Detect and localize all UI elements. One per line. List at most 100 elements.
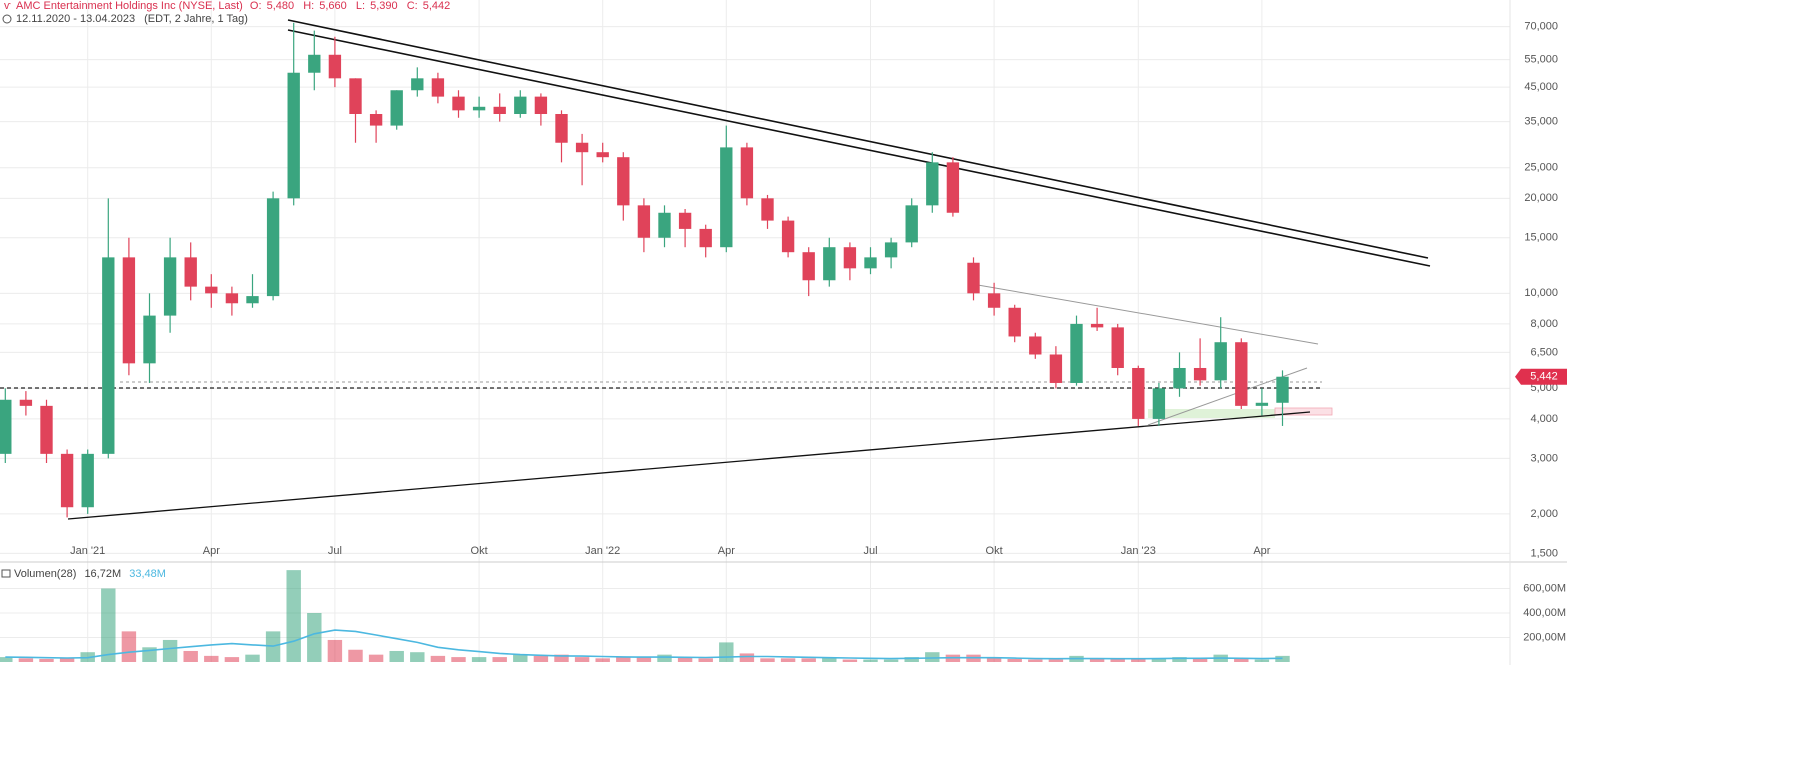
volume-bar — [121, 631, 137, 662]
trend-line — [971, 283, 1319, 345]
chart-title: AMC Entertainment Holdings Inc (NYSE, La… — [16, 0, 243, 12]
volume-bar — [698, 658, 713, 662]
candle-body — [1070, 323, 1083, 383]
y-tick-label: 70,000 — [1524, 21, 1558, 33]
candle-body — [225, 293, 239, 304]
volume-bar — [822, 657, 837, 662]
volume-bar — [204, 655, 219, 662]
candle-body — [905, 205, 918, 243]
candle-body — [81, 453, 94, 508]
volume-tick-label: 200,00M — [1523, 631, 1566, 643]
candle-body — [781, 220, 795, 253]
x-tick-label: Jan '22 — [585, 545, 620, 557]
volume-bar — [0, 657, 13, 662]
candle-body — [0, 399, 12, 454]
candle-body — [143, 315, 156, 364]
candle-body — [596, 152, 609, 158]
candle-body — [1255, 402, 1269, 406]
volume-bar — [883, 659, 899, 662]
x-tick-label: Apr — [1253, 545, 1270, 557]
candle-body — [163, 257, 177, 316]
y-tick-label: 15,000 — [1524, 232, 1558, 244]
volume-bar — [245, 654, 260, 662]
candle-body — [122, 257, 136, 364]
candle-body — [843, 247, 857, 269]
volume-bar — [162, 639, 178, 662]
candle-body — [926, 162, 939, 206]
volume-bar — [574, 657, 590, 662]
candle-body — [19, 399, 33, 406]
y-tick-label: 4,000 — [1530, 413, 1558, 425]
candle-body — [246, 296, 259, 304]
candle-body — [1029, 336, 1042, 355]
o-value: 5,480 — [267, 0, 295, 12]
candle-body — [411, 78, 424, 91]
candle-body — [1193, 367, 1207, 381]
y-tick-label: 6,500 — [1530, 346, 1558, 358]
volume-bar — [286, 570, 301, 662]
c-value: 5,442 — [423, 0, 451, 12]
candle-body — [987, 293, 1001, 308]
volume-bar — [842, 659, 858, 662]
volume-bar — [471, 657, 487, 662]
x-tick-label: Okt — [986, 545, 1003, 557]
candle-body — [102, 257, 115, 454]
candle-body — [761, 198, 774, 221]
c-label: C: — [407, 0, 418, 12]
candle-body — [740, 147, 754, 199]
marks — [0, 22, 1290, 662]
subtitle: (EDT, 2 Jahre, 1 Tag) — [144, 13, 248, 25]
volume-icon — [1, 569, 11, 578]
y-tick-label: 45,000 — [1524, 81, 1558, 93]
clock-icon — [2, 14, 12, 24]
volume-bar — [1254, 659, 1270, 662]
candle-body — [1152, 388, 1166, 419]
volume-bar — [1192, 658, 1208, 662]
y-tick-label: 35,000 — [1524, 116, 1558, 128]
icon: ⱱ — [4, 0, 11, 12]
volume-bar — [780, 658, 796, 662]
volume-bar — [657, 654, 672, 662]
candle-body — [369, 114, 383, 126]
price-tag-label: 5,442 — [1530, 371, 1558, 383]
volume-bar — [719, 642, 734, 662]
volume-bar — [410, 652, 425, 662]
volume-bar — [1110, 658, 1125, 662]
candle-body — [1008, 307, 1021, 337]
candle-body — [1049, 354, 1063, 383]
volume-bar — [904, 657, 919, 662]
y-tick-label: 8,000 — [1530, 318, 1558, 330]
volume-bar — [348, 649, 363, 662]
candle-body — [699, 228, 712, 248]
candle-body — [390, 90, 403, 126]
volume-bar — [1234, 658, 1249, 662]
volume-bar — [1048, 659, 1064, 662]
candle-body — [967, 262, 980, 294]
candle-body — [328, 54, 342, 79]
y-tick-label: 55,000 — [1524, 54, 1558, 66]
volume-bar — [1007, 658, 1022, 662]
volume-bar — [1151, 658, 1167, 662]
y-tick-label: 3,000 — [1530, 452, 1558, 464]
candle-body — [40, 405, 53, 454]
volume-bar — [760, 658, 775, 662]
trend-line — [287, 29, 1431, 267]
candle-body — [1235, 342, 1248, 406]
candle-body — [1214, 342, 1227, 381]
candle-body — [1276, 376, 1289, 403]
volume-bar — [1172, 657, 1187, 662]
candle-body — [802, 252, 815, 281]
candle-body — [534, 96, 548, 115]
volume-header: Volumen(28) 16,72M 33,48M — [14, 568, 166, 580]
volume-bar — [616, 657, 631, 662]
y-tick-label: 25,000 — [1524, 162, 1558, 174]
y-tick-label: 20,000 — [1524, 192, 1558, 204]
l-label: L: — [356, 0, 365, 12]
volume-ma-line — [5, 629, 1283, 660]
x-tick-label: Apr — [203, 545, 220, 557]
candle-body — [60, 453, 74, 508]
price-tag — [1515, 368, 1567, 385]
candle-body — [864, 257, 877, 269]
